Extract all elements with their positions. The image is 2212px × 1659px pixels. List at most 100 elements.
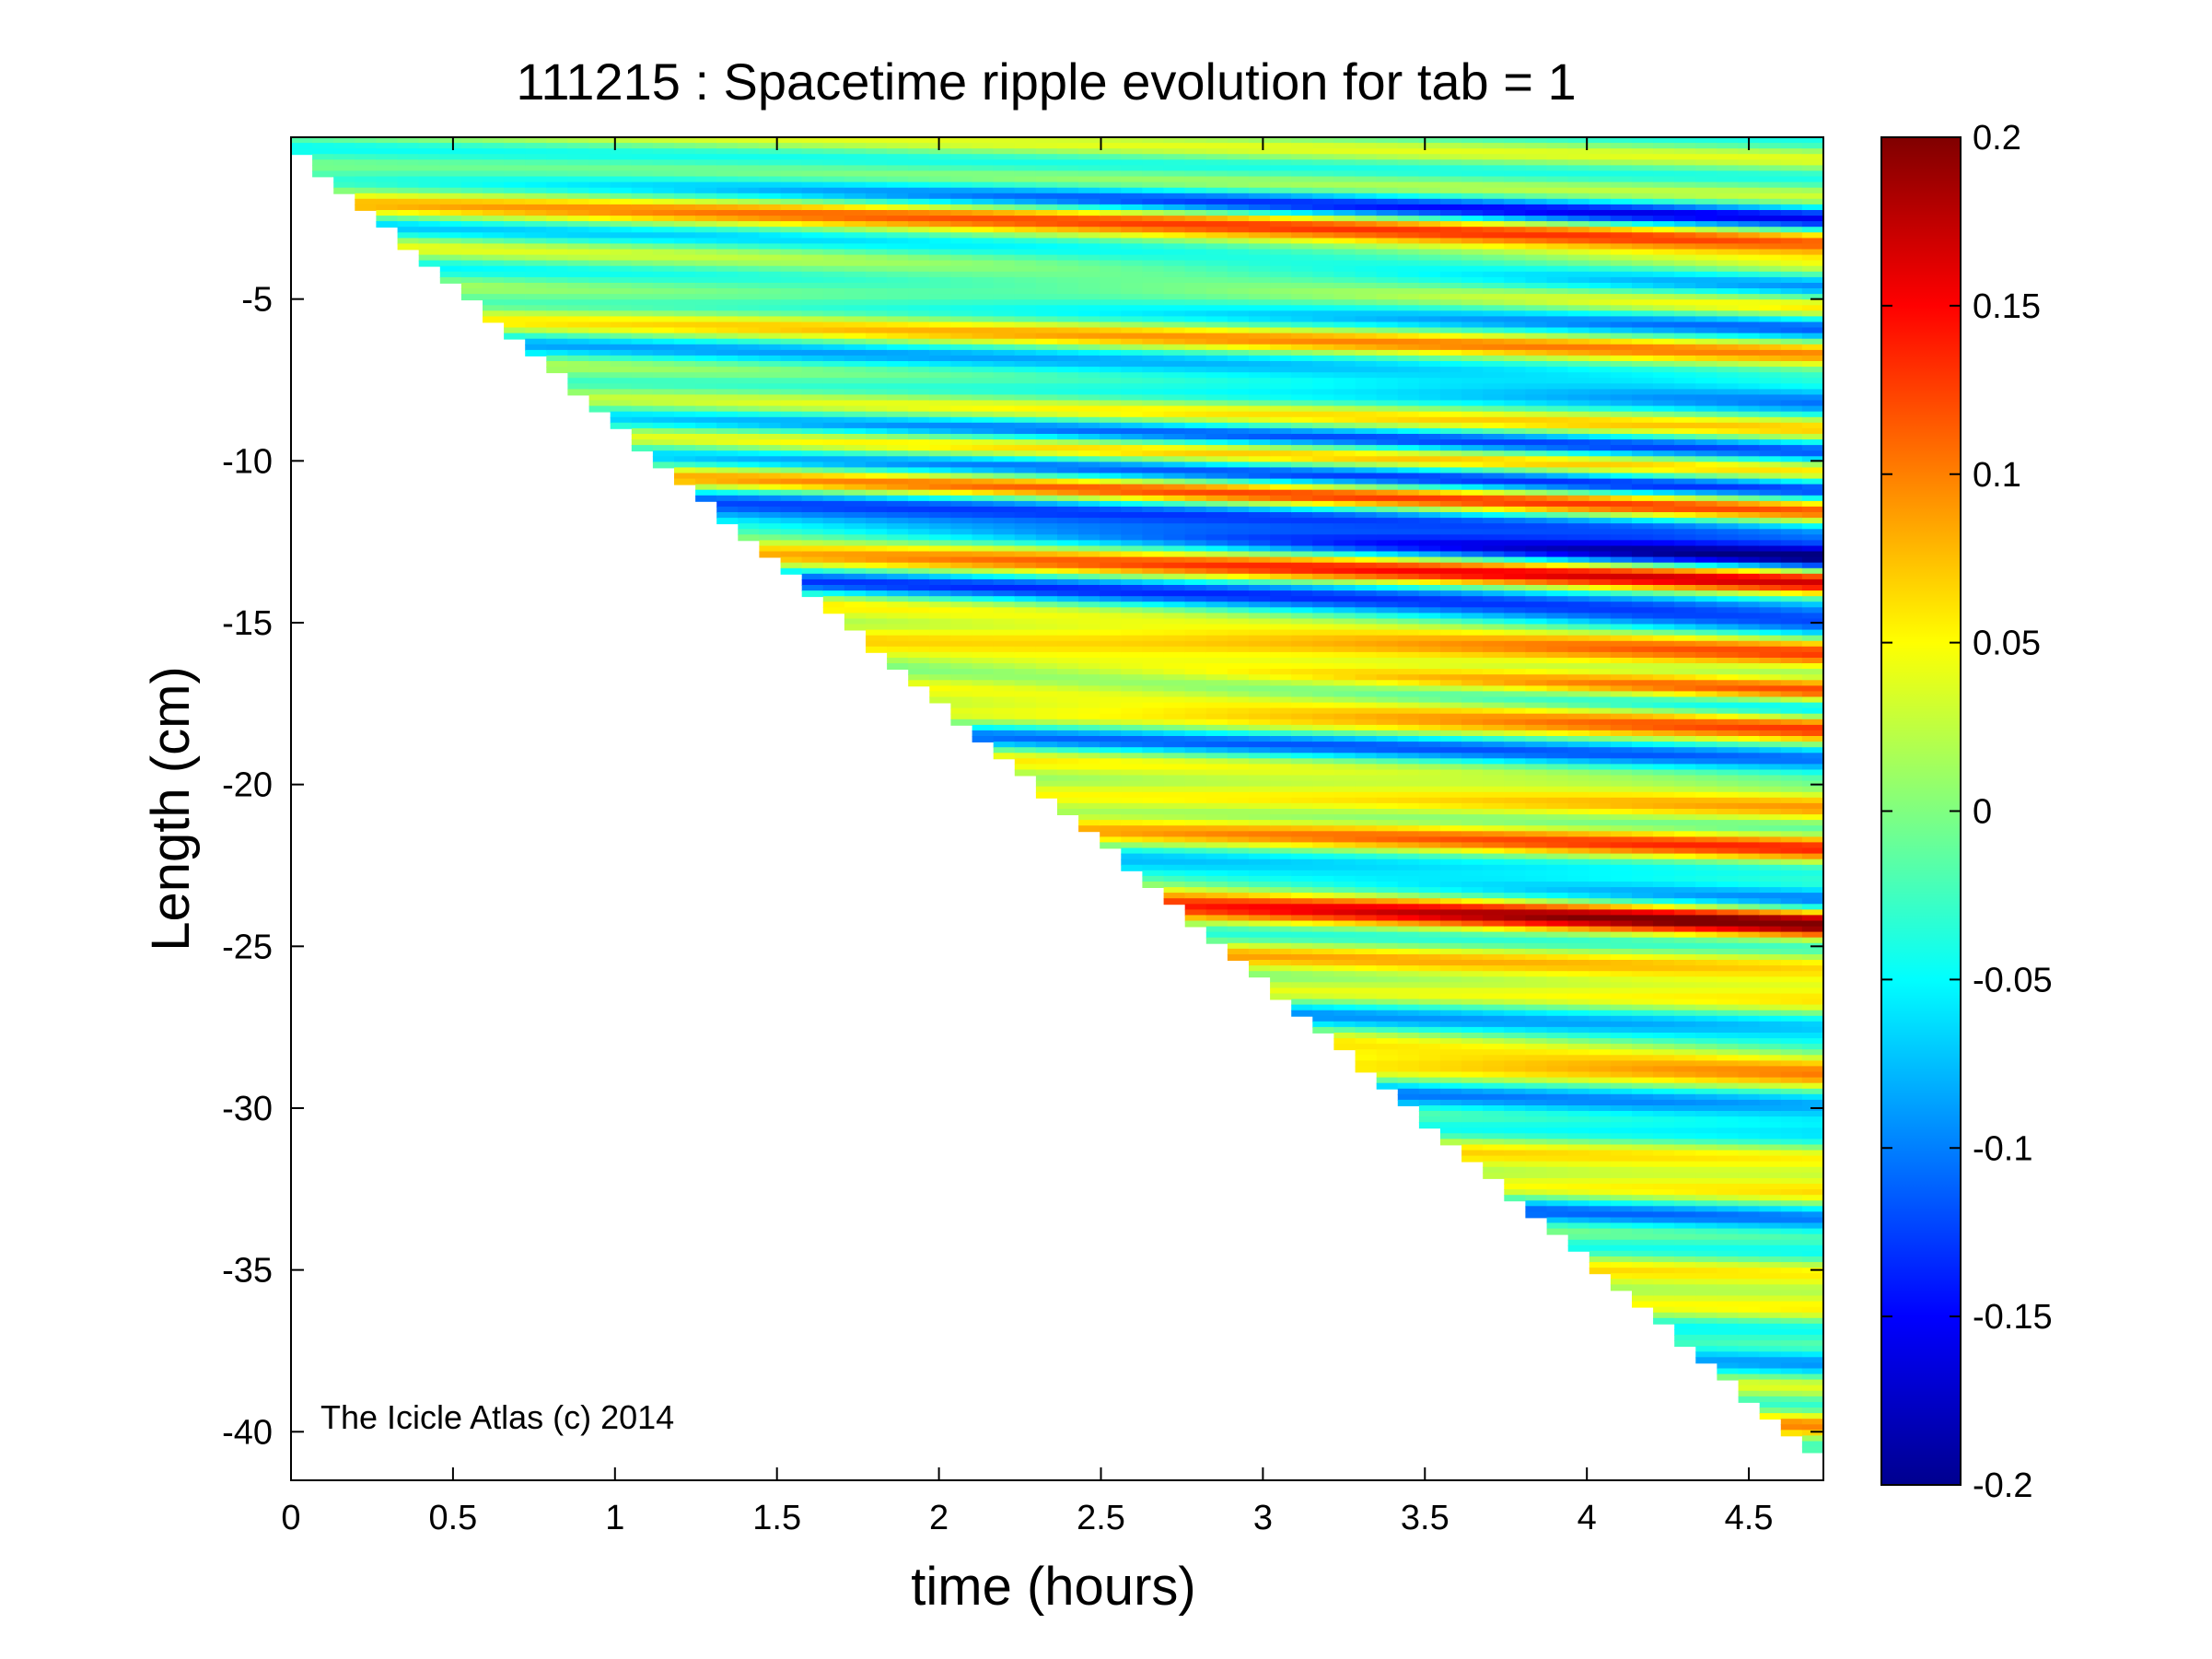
heatmap-column: [1397, 137, 1420, 1106]
heatmap-column: [1759, 137, 1782, 1420]
x-axis-label: time (hours): [911, 1557, 1195, 1617]
heatmap-column: [972, 137, 995, 742]
heatmap-column: [1632, 137, 1654, 1308]
heatmap-column: [1376, 137, 1399, 1090]
heatmap-column: [1249, 137, 1271, 978]
heatmap-column: [801, 137, 824, 598]
heatmap-column: [738, 137, 761, 542]
heatmap-column: [1312, 137, 1335, 1034]
heatmap-column: [291, 137, 313, 156]
y-tick-label: -15: [222, 604, 273, 643]
heatmap-column: [546, 137, 569, 374]
heatmap-column: [1291, 137, 1314, 1017]
heatmap-column: [1270, 137, 1292, 1000]
heatmap-column: [1121, 137, 1144, 871]
x-tick-label: 2.5: [1077, 1499, 1125, 1537]
heatmap-column: [780, 137, 803, 575]
heatmap-column: [1418, 137, 1441, 1129]
colorbar-tick-label: -0.1: [1973, 1129, 2032, 1168]
heatmap-column: [1035, 137, 1058, 799]
heatmap-column: [333, 137, 356, 194]
x-tick-label: 0: [281, 1499, 300, 1537]
chart-title: 111215 : Spacetime ripple evolution for …: [516, 53, 1576, 111]
copyright-annotation: The Icicle Atlas (c) 2014: [320, 1398, 674, 1436]
heatmap-column: [504, 137, 526, 340]
colorbar-tick-label: 0: [1973, 793, 1992, 832]
heatmap-column: [993, 137, 1016, 760]
heatmap-column: [355, 137, 378, 211]
y-tick-label: -35: [222, 1252, 273, 1291]
heatmap-column: [1333, 137, 1356, 1051]
heatmap-column: [1717, 137, 1740, 1381]
heatmap-column: [1674, 137, 1697, 1348]
heatmap-column: [844, 137, 867, 631]
heatmap-column: [1610, 137, 1633, 1291]
heatmap-column: [1589, 137, 1612, 1275]
heatmap-column: [376, 137, 399, 228]
y-tick-label: -10: [222, 442, 273, 481]
heatmap-column: [1355, 137, 1378, 1073]
x-tick-label: 4: [1578, 1499, 1597, 1537]
heatmap-column: [1440, 137, 1462, 1146]
heatmap-column: [525, 137, 548, 356]
heatmap-column: [1525, 137, 1548, 1219]
heatmap-column: [695, 137, 717, 502]
heatmap-column: [866, 137, 888, 653]
heatmap-column: [483, 137, 505, 323]
colorbar-tick-label: 0.15: [1973, 287, 2041, 326]
heatmap-column: [610, 137, 633, 429]
heatmap-column: [1695, 137, 1718, 1364]
heatmap-column: [439, 137, 462, 284]
heatmap-column: [716, 137, 739, 525]
heatmap-column: [759, 137, 782, 558]
heatmap-column: [1205, 137, 1228, 944]
x-axis: 0 0.5 1 1.5 2 2.5 3 3.5 4 4.5: [281, 137, 1774, 1537]
y-tick-label: -5: [241, 281, 273, 320]
heatmap-column: [1142, 137, 1165, 888]
x-tick-label: 2: [929, 1499, 949, 1537]
heatmap-column: [1227, 137, 1250, 961]
heatmap-column: [418, 137, 441, 267]
heatmap-column: [397, 137, 420, 251]
heatmap-column: [1057, 137, 1079, 815]
heatmap-column: [822, 137, 845, 614]
colorbar-ticks: 0.2 0.15 0.1 0.05 0 -0.05 -0.1 -0.15 -0.2: [1881, 119, 2053, 1505]
colorbar-tick-label: 0.05: [1973, 625, 2041, 663]
x-tick-label: 4.5: [1725, 1499, 1774, 1537]
y-axis-label: Length (cm): [141, 666, 201, 951]
heatmap-column: [1504, 137, 1527, 1202]
y-tick-label: -25: [222, 928, 273, 966]
heatmap-column: [1014, 137, 1037, 777]
heatmap-column: [588, 137, 611, 413]
heatmap-column: [1653, 137, 1675, 1325]
heatmap-area: [291, 137, 1823, 1454]
heatmap-column: [631, 137, 654, 452]
colorbar-tick-label: -0.05: [1973, 961, 2053, 999]
colorbar-tick-label: -0.2: [1973, 1466, 2032, 1505]
colorbar-tick-label: 0.2: [1973, 119, 2021, 158]
colorbar-tick-label: 0.1: [1973, 456, 2021, 495]
x-tick-label: 1: [605, 1499, 624, 1537]
heatmap-column: [950, 137, 973, 726]
heatmap-column: [312, 137, 334, 178]
heatmap-column: [1078, 137, 1100, 833]
heatmap-column: [1184, 137, 1207, 928]
heatmap-column: [1567, 137, 1590, 1252]
plot-frame: [290, 136, 1824, 1481]
x-tick-label: 3: [1253, 1499, 1273, 1537]
heatmap-column: [460, 137, 483, 301]
y-tick-label: -40: [222, 1413, 273, 1452]
heatmap-column: [1801, 137, 1823, 1454]
heatmap-column: [567, 137, 590, 396]
x-tick-label: 3.5: [1401, 1499, 1449, 1537]
heatmap-column: [1163, 137, 1186, 905]
x-tick-label: 1.5: [752, 1499, 801, 1537]
colorbar-tick-label: -0.15: [1973, 1298, 2053, 1337]
colorbar-gradient: [1880, 136, 1962, 1486]
y-axis: -5 -10 -15 -20 -25 -30 -35 -40: [222, 281, 1823, 1452]
y-tick-label: -30: [222, 1090, 273, 1128]
heatmap-column: [1738, 137, 1761, 1403]
heatmap-column: [1483, 137, 1506, 1179]
heatmap-column: [929, 137, 952, 704]
